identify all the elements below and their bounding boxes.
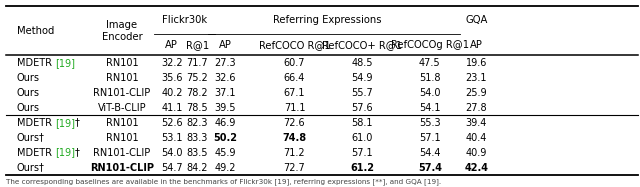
Text: 54.4: 54.4 bbox=[419, 148, 440, 158]
Text: RN101: RN101 bbox=[106, 58, 138, 68]
Text: 57.4: 57.4 bbox=[418, 163, 442, 173]
Text: 72.7: 72.7 bbox=[284, 163, 305, 173]
Text: 40.2: 40.2 bbox=[161, 88, 182, 98]
Text: RN101: RN101 bbox=[106, 118, 138, 128]
Text: 25.9: 25.9 bbox=[466, 88, 487, 98]
Text: 83.3: 83.3 bbox=[187, 133, 208, 143]
Text: RN101-CLIP: RN101-CLIP bbox=[93, 88, 150, 98]
Text: Image
Encoder: Image Encoder bbox=[102, 20, 143, 42]
Text: ViT-B-CLIP: ViT-B-CLIP bbox=[98, 103, 147, 113]
Text: 82.3: 82.3 bbox=[187, 118, 208, 128]
Text: 71.1: 71.1 bbox=[284, 103, 305, 113]
Text: 57.6: 57.6 bbox=[351, 103, 373, 113]
Text: [19]: [19] bbox=[54, 118, 75, 128]
Text: 45.9: 45.9 bbox=[215, 148, 236, 158]
Text: 75.2: 75.2 bbox=[186, 73, 208, 83]
Text: 42.4: 42.4 bbox=[465, 163, 488, 173]
Text: 54.9: 54.9 bbox=[351, 73, 373, 83]
Text: Flickr30k: Flickr30k bbox=[162, 15, 207, 25]
Text: 49.2: 49.2 bbox=[215, 163, 236, 173]
Text: 41.1: 41.1 bbox=[161, 103, 182, 113]
Text: 52.6: 52.6 bbox=[161, 118, 182, 128]
Text: 27.3: 27.3 bbox=[214, 58, 236, 68]
Text: [19]: [19] bbox=[54, 148, 75, 158]
Text: RN101-CLIP: RN101-CLIP bbox=[90, 163, 154, 173]
Text: †: † bbox=[75, 148, 79, 158]
Text: [19]: [19] bbox=[54, 58, 75, 68]
Text: 58.1: 58.1 bbox=[351, 118, 373, 128]
Text: 67.1: 67.1 bbox=[284, 88, 305, 98]
Text: RN101: RN101 bbox=[106, 133, 138, 143]
Text: Ours†: Ours† bbox=[17, 163, 45, 173]
Text: 37.1: 37.1 bbox=[215, 88, 236, 98]
Text: 46.9: 46.9 bbox=[215, 118, 236, 128]
Text: RefCOCO R@1: RefCOCO R@1 bbox=[259, 40, 330, 50]
Text: 55.7: 55.7 bbox=[351, 88, 373, 98]
Text: AP: AP bbox=[470, 40, 483, 50]
Text: 78.5: 78.5 bbox=[187, 103, 208, 113]
Text: 54.0: 54.0 bbox=[161, 148, 182, 158]
Text: MDETR: MDETR bbox=[17, 148, 55, 158]
Text: MDETR: MDETR bbox=[17, 118, 55, 128]
Text: 47.5: 47.5 bbox=[419, 58, 441, 68]
Text: 71.7: 71.7 bbox=[187, 58, 208, 68]
Text: Ours: Ours bbox=[17, 103, 40, 113]
Text: RN101-CLIP: RN101-CLIP bbox=[93, 148, 150, 158]
Text: 54.7: 54.7 bbox=[161, 163, 182, 173]
Text: 19.6: 19.6 bbox=[466, 58, 487, 68]
Text: 74.8: 74.8 bbox=[282, 133, 307, 143]
Text: Ours: Ours bbox=[17, 73, 40, 83]
Text: MDETR: MDETR bbox=[17, 58, 55, 68]
Text: 78.2: 78.2 bbox=[187, 88, 208, 98]
Text: †: † bbox=[75, 118, 79, 128]
Text: 32.2: 32.2 bbox=[161, 58, 182, 68]
Text: R@1: R@1 bbox=[186, 40, 209, 50]
Text: Ours: Ours bbox=[17, 88, 40, 98]
Text: 84.2: 84.2 bbox=[187, 163, 208, 173]
Text: 39.4: 39.4 bbox=[466, 118, 487, 128]
Text: 55.3: 55.3 bbox=[419, 118, 441, 128]
Text: RN101: RN101 bbox=[106, 73, 138, 83]
Text: Ours†: Ours† bbox=[17, 133, 45, 143]
Text: GQA: GQA bbox=[465, 15, 488, 25]
Text: 54.1: 54.1 bbox=[419, 103, 440, 113]
Text: 48.5: 48.5 bbox=[351, 58, 373, 68]
Text: 32.6: 32.6 bbox=[215, 73, 236, 83]
Text: 57.1: 57.1 bbox=[351, 148, 373, 158]
Text: 57.1: 57.1 bbox=[419, 133, 441, 143]
Text: 27.8: 27.8 bbox=[466, 103, 487, 113]
Text: 54.0: 54.0 bbox=[419, 88, 440, 98]
Text: 53.1: 53.1 bbox=[161, 133, 182, 143]
Text: Method: Method bbox=[17, 26, 54, 36]
Text: 35.6: 35.6 bbox=[161, 73, 182, 83]
Text: AP: AP bbox=[165, 40, 179, 50]
Text: RefCOCO+ R@1: RefCOCO+ R@1 bbox=[322, 40, 402, 50]
Text: 23.1: 23.1 bbox=[466, 73, 487, 83]
Text: Referring Expressions: Referring Expressions bbox=[273, 15, 382, 25]
Text: 50.2: 50.2 bbox=[214, 133, 237, 143]
Text: 40.9: 40.9 bbox=[466, 148, 487, 158]
Text: 61.0: 61.0 bbox=[351, 133, 373, 143]
Text: 61.2: 61.2 bbox=[350, 163, 374, 173]
Text: 66.4: 66.4 bbox=[284, 73, 305, 83]
Text: AP: AP bbox=[219, 40, 232, 50]
Text: 83.5: 83.5 bbox=[187, 148, 208, 158]
Text: 40.4: 40.4 bbox=[466, 133, 487, 143]
Text: 71.2: 71.2 bbox=[284, 148, 305, 158]
Text: 39.5: 39.5 bbox=[215, 103, 236, 113]
Text: The corresponding baselines are available in the benchmarks of Flickr30k [19], r: The corresponding baselines are availabl… bbox=[6, 179, 441, 185]
Text: 60.7: 60.7 bbox=[284, 58, 305, 68]
Text: RefCOCOg R@1: RefCOCOg R@1 bbox=[391, 40, 469, 50]
Text: 72.6: 72.6 bbox=[284, 118, 305, 128]
Text: 51.8: 51.8 bbox=[419, 73, 440, 83]
